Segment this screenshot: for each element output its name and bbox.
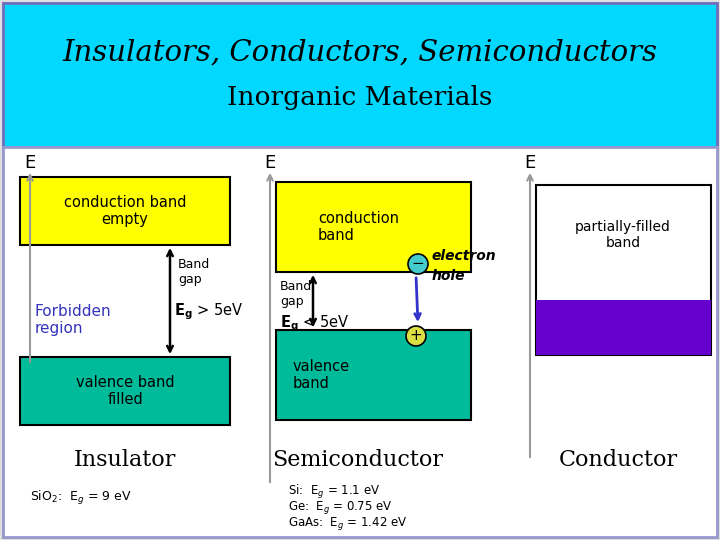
Text: Conductor: Conductor xyxy=(559,449,678,471)
Text: Semiconductor: Semiconductor xyxy=(272,449,444,471)
Text: Band
gap: Band gap xyxy=(280,280,312,308)
Text: $\mathbf{E_g}$ > 5eV: $\mathbf{E_g}$ > 5eV xyxy=(174,302,243,322)
FancyBboxPatch shape xyxy=(536,185,711,355)
Text: E: E xyxy=(524,154,536,172)
FancyBboxPatch shape xyxy=(20,177,230,245)
Text: SiO$_2$:  E$_g$ = 9 eV: SiO$_2$: E$_g$ = 9 eV xyxy=(30,489,132,507)
Text: −: − xyxy=(412,256,424,272)
Text: conduction band
empty: conduction band empty xyxy=(64,195,186,227)
FancyBboxPatch shape xyxy=(20,357,230,425)
Text: hole: hole xyxy=(432,269,466,283)
Text: +: + xyxy=(410,328,423,343)
Text: electron: electron xyxy=(432,249,497,263)
FancyBboxPatch shape xyxy=(536,300,711,355)
Text: Inorganic Materials: Inorganic Materials xyxy=(228,84,492,110)
Text: E: E xyxy=(264,154,276,172)
Text: $\mathbf{E_g}$ < 5eV: $\mathbf{E_g}$ < 5eV xyxy=(280,314,350,334)
Text: Band
gap: Band gap xyxy=(178,258,210,286)
Text: Forbidden
region: Forbidden region xyxy=(35,304,112,336)
Text: conduction
band: conduction band xyxy=(318,211,399,243)
FancyBboxPatch shape xyxy=(3,3,717,147)
FancyBboxPatch shape xyxy=(3,3,717,537)
Text: Ge:  E$_g$ = 0.75 eV: Ge: E$_g$ = 0.75 eV xyxy=(288,500,392,516)
FancyBboxPatch shape xyxy=(3,147,717,537)
Text: GaAs:  E$_g$ = 1.42 eV: GaAs: E$_g$ = 1.42 eV xyxy=(288,516,408,532)
Text: partially-filled
band: partially-filled band xyxy=(575,220,671,250)
Text: E: E xyxy=(24,154,35,172)
Text: Si:  E$_g$ = 1.1 eV: Si: E$_g$ = 1.1 eV xyxy=(288,483,380,501)
Text: Insulators, Conductors, Semiconductors: Insulators, Conductors, Semiconductors xyxy=(63,39,657,67)
FancyBboxPatch shape xyxy=(276,330,471,420)
FancyBboxPatch shape xyxy=(276,182,471,272)
Text: valence
band: valence band xyxy=(293,359,350,391)
Circle shape xyxy=(408,254,428,274)
Text: valence band
filled: valence band filled xyxy=(76,375,174,407)
Text: Insulator: Insulator xyxy=(74,449,176,471)
Circle shape xyxy=(406,326,426,346)
